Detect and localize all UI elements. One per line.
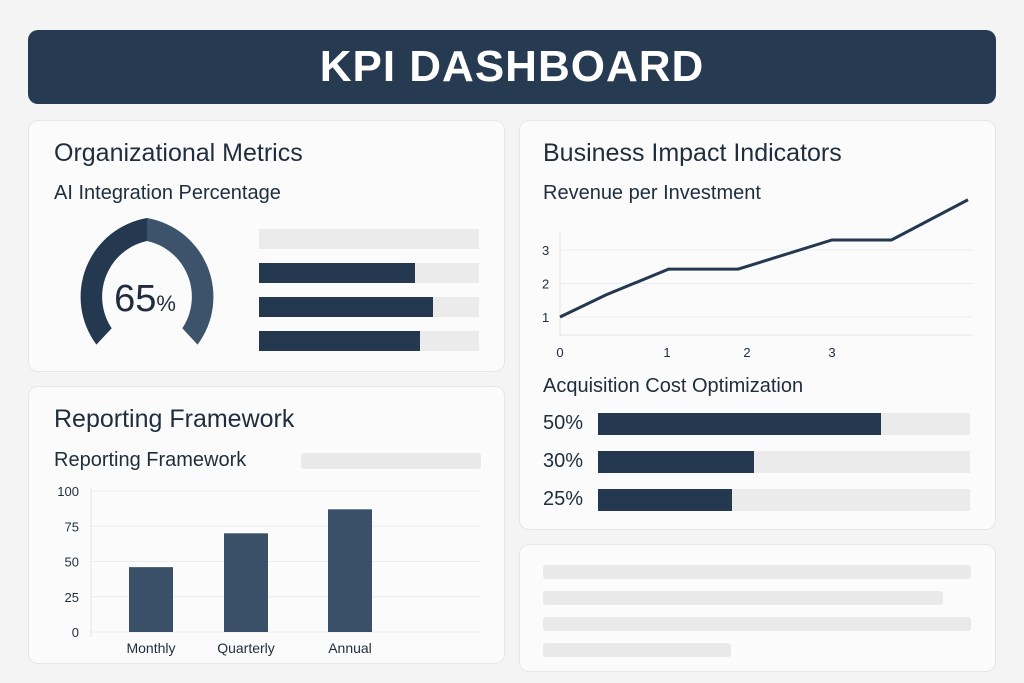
- metric-bar: [259, 331, 479, 351]
- business-impact-card: Business Impact Indicators Revenue per I…: [519, 120, 996, 530]
- acquisition-bar-fill: [598, 413, 881, 435]
- y-tick-label: 2: [542, 277, 549, 292]
- gauge-value: 65%: [114, 278, 176, 320]
- y-tick-label: 3: [542, 243, 549, 258]
- x-tick-label: 1: [663, 345, 670, 360]
- x-tick-label: 2: [743, 345, 750, 360]
- card-title: Reporting Framework: [54, 405, 295, 433]
- metric-bar-fill: [259, 263, 416, 283]
- placeholder-bar: [301, 453, 481, 469]
- card-subtitle: Reporting Framework: [54, 449, 247, 471]
- acquisition-label: 25%: [543, 488, 584, 510]
- organizational-metrics-card: Organizational Metrics AI Integration Pe…: [28, 120, 505, 372]
- metric-bar: [259, 229, 479, 249]
- reporting-bar-chart: 0 25 50 75 100 Monthly Quarterly Annual: [57, 484, 481, 656]
- revenue-line: [559, 198, 969, 319]
- acquisition-bar-fill: [598, 489, 732, 511]
- acquisition-label: 30%: [543, 450, 584, 472]
- acquisition-bar: [598, 489, 970, 511]
- revenue-line-chart: 1 2 3 0 1 2 3: [542, 198, 972, 360]
- y-tick-label: 0: [72, 625, 79, 640]
- x-category-label: Annual: [328, 640, 372, 656]
- x-category-label: Monthly: [126, 640, 175, 656]
- acquisition-bar: [598, 413, 970, 435]
- bar-quarterly: [224, 533, 268, 632]
- metric-bar-fill: [259, 331, 420, 351]
- y-tick-label: 100: [57, 484, 79, 499]
- placeholder-card: [519, 544, 996, 672]
- x-tick-label: 0: [556, 345, 563, 360]
- card-title: Organizational Metrics: [54, 139, 303, 167]
- metric-bar: [259, 263, 479, 283]
- placeholder-line: [543, 643, 731, 657]
- placeholder-line: [543, 617, 971, 631]
- ai-integration-gauge: 65%: [80, 218, 214, 345]
- y-tick-label: 75: [65, 519, 79, 534]
- card-title: Business Impact Indicators: [543, 139, 842, 167]
- acquisition-title: Acquisition Cost Optimization: [543, 375, 804, 397]
- x-tick-label: 3: [828, 345, 835, 360]
- placeholder-line: [543, 565, 971, 579]
- bar-annual: [328, 509, 372, 632]
- x-category-label: Quarterly: [217, 640, 275, 656]
- y-tick-label: 1: [542, 310, 549, 325]
- metric-bar: [259, 297, 479, 317]
- acquisition-bar-fill: [598, 451, 755, 473]
- card-subtitle: Revenue per Investment: [543, 182, 761, 204]
- placeholder-line: [543, 591, 943, 605]
- reporting-framework-card: Reporting Framework Reporting Framework …: [28, 386, 505, 664]
- acquisition-label: 50%: [543, 412, 584, 434]
- gauge-arc-left: [80, 218, 147, 345]
- y-tick-label: 50: [65, 555, 79, 570]
- bar-monthly: [129, 567, 173, 632]
- card-subtitle: AI Integration Percentage: [54, 182, 281, 204]
- page-title: KPI DASHBOARD: [28, 30, 996, 104]
- gauge-arc-right: [147, 218, 214, 345]
- y-tick-label: 25: [65, 590, 79, 605]
- acquisition-bar: [598, 451, 970, 473]
- metric-bar-fill: [259, 297, 433, 317]
